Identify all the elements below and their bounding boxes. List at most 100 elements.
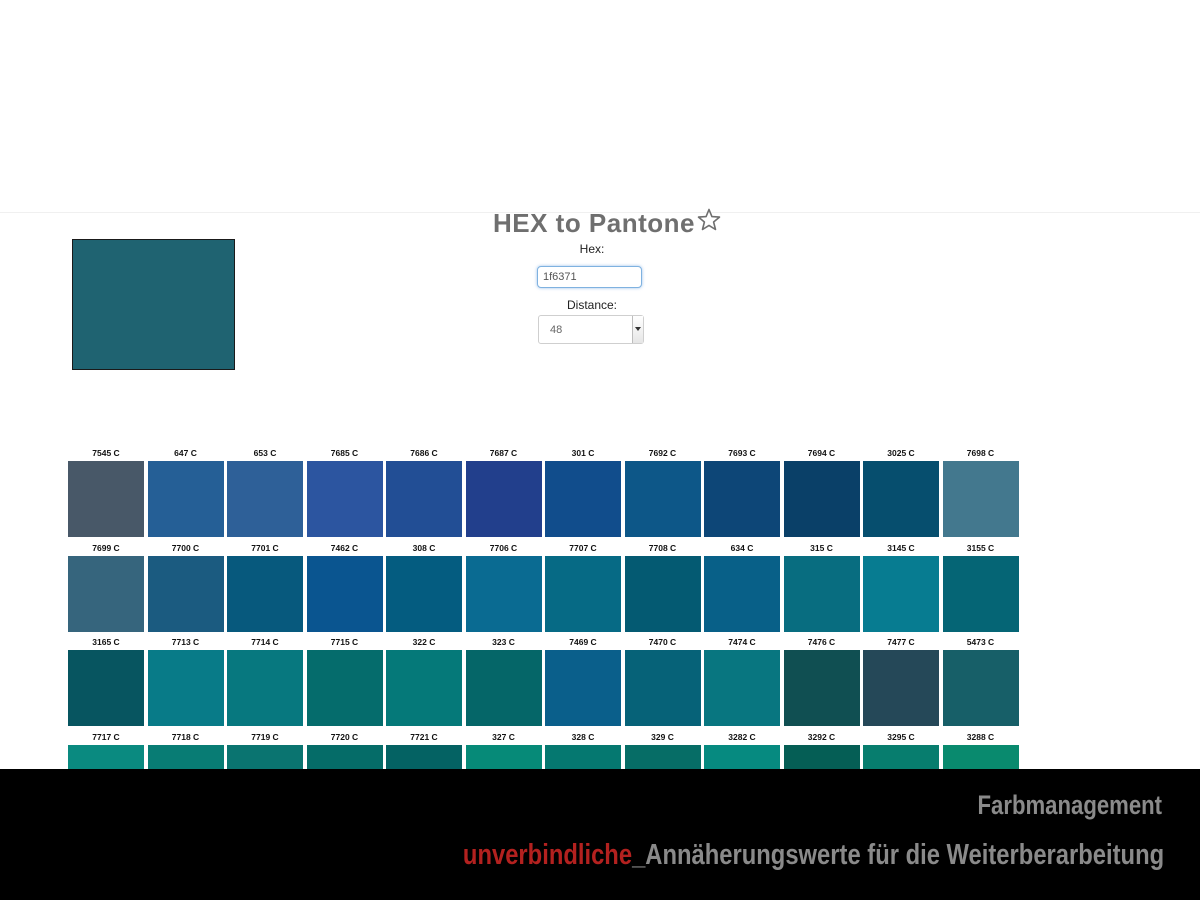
swatch-cell[interactable]: 7687 C (465, 447, 546, 542)
swatch-color[interactable] (545, 555, 621, 632)
swatch-label: 7717 C (92, 731, 120, 742)
swatch-label: 7545 C (92, 448, 120, 458)
distance-select[interactable]: 48 (538, 315, 644, 344)
swatch-label: 7699 C (92, 542, 120, 553)
swatch-cell[interactable]: 3025 C (863, 447, 943, 542)
swatch-cell[interactable]: 7714 C (227, 636, 307, 731)
swatch-color[interactable] (68, 461, 144, 537)
swatch-cell[interactable]: 3165 C (68, 636, 148, 731)
swatch-label: 322 C (412, 637, 436, 647)
swatch-cell[interactable]: 7708 C (624, 542, 705, 637)
swatch-row: 7545 C 647 C 653 C 7685 C 7686 C 7687 C 301 C 7… (68, 447, 1028, 542)
swatch-cell[interactable]: 301 C (545, 447, 625, 542)
swatch-color[interactable] (227, 461, 303, 537)
swatch-label: 7714 C (251, 637, 279, 647)
swatch-cell[interactable]: 7476 C (783, 636, 864, 731)
swatch-color[interactable] (863, 461, 939, 537)
swatch-cell[interactable]: 3155 C (942, 542, 1023, 637)
swatch-color[interactable] (624, 461, 701, 537)
swatch-color[interactable] (386, 650, 462, 726)
swatch-label: 328 C (571, 731, 595, 742)
swatch-color[interactable] (783, 650, 860, 726)
swatch-color[interactable] (783, 461, 860, 537)
swatch-color[interactable] (624, 650, 701, 726)
swatch-cell[interactable]: 7699 C (68, 542, 148, 637)
swatch-cell[interactable]: 7545 C (68, 447, 148, 542)
swatch-color[interactable] (306, 650, 383, 726)
swatch-color[interactable] (545, 650, 621, 726)
caption-banner: Farbmanagement unverbindliche_Annäherung… (0, 769, 1200, 900)
swatch-cell[interactable]: 647 C (147, 447, 228, 542)
swatch-cell[interactable]: 7693 C (704, 447, 784, 542)
swatch-color[interactable] (147, 461, 224, 537)
swatch-color[interactable] (942, 461, 1019, 537)
swatch-color[interactable] (147, 555, 224, 632)
swatch-cell[interactable]: 7462 C (306, 542, 387, 637)
swatch-cell[interactable]: 7469 C (545, 636, 625, 731)
swatch-cell[interactable]: 634 C (704, 542, 784, 637)
distance-label: Distance: (566, 298, 618, 312)
swatch-cell[interactable]: 308 C (386, 542, 466, 637)
banner-subheading: unverbindliche_Annäherungswerte für die … (463, 839, 1164, 872)
swatch-color[interactable] (863, 650, 939, 726)
swatch-cell[interactable]: 7477 C (863, 636, 943, 731)
swatch-cell[interactable]: 5473 C (942, 636, 1023, 731)
swatch-color[interactable] (306, 555, 383, 632)
swatch-cell[interactable]: 322 C (386, 636, 466, 731)
swatch-label: 7718 C (171, 731, 200, 742)
swatch-color[interactable] (545, 461, 621, 537)
swatch-color[interactable] (465, 650, 542, 726)
swatch-cell[interactable]: 7715 C (306, 636, 387, 731)
swatch-cell[interactable]: 7686 C (386, 447, 466, 542)
swatch-label: 653 C (253, 448, 277, 458)
swatch-cell[interactable]: 7470 C (624, 636, 705, 731)
swatch-cell[interactable]: 7698 C (942, 447, 1023, 542)
swatch-color[interactable] (465, 461, 542, 537)
swatch-cell[interactable]: 7713 C (147, 636, 228, 731)
swatch-color[interactable] (386, 461, 462, 537)
swatch-color[interactable] (624, 555, 701, 632)
swatch-label: 7706 C (489, 542, 518, 553)
swatch-cell[interactable]: 7706 C (465, 542, 546, 637)
swatch-cell[interactable]: 7694 C (783, 447, 864, 542)
swatch-color[interactable] (147, 650, 224, 726)
swatch-cell[interactable]: 7474 C (704, 636, 784, 731)
swatch-color[interactable] (704, 461, 780, 537)
swatch-color[interactable] (863, 555, 939, 632)
swatch-color[interactable] (704, 650, 780, 726)
swatch-color[interactable] (783, 555, 860, 632)
swatch-color[interactable] (68, 650, 144, 726)
hex-input[interactable] (537, 266, 642, 288)
swatch-cell[interactable]: 323 C (465, 636, 546, 731)
swatch-cell[interactable]: 7707 C (545, 542, 625, 637)
swatch-label: 7700 C (171, 542, 200, 553)
swatch-label: 327 C (492, 731, 515, 742)
swatch-color[interactable] (942, 650, 1019, 726)
swatch-cell[interactable]: 7701 C (227, 542, 307, 637)
star-icon[interactable] (697, 208, 721, 232)
swatch-cell[interactable]: 7700 C (147, 542, 228, 637)
swatch-label: 7474 C (728, 637, 756, 647)
swatch-row: 7699 C 7700 C 7701 C 7462 C 308 C 7706 C 7707 … (68, 542, 1028, 637)
page-title: HEX to Pantone (0, 208, 1200, 239)
chevron-down-icon[interactable] (632, 316, 643, 343)
swatch-label: 329 C (651, 731, 674, 742)
swatch-cell[interactable]: 7692 C (624, 447, 705, 542)
swatch-color[interactable] (306, 461, 383, 537)
swatch-color[interactable] (704, 555, 780, 632)
swatch-color[interactable] (227, 650, 303, 726)
swatch-cell[interactable]: 315 C (783, 542, 864, 637)
banner-heading: Farbmanagement (977, 790, 1162, 820)
swatch-cell[interactable]: 3145 C (863, 542, 943, 637)
swatch-label: 7686 C (410, 448, 438, 458)
swatch-color[interactable] (68, 555, 144, 632)
banner-accent-text: unverbindliche (462, 839, 632, 871)
swatch-color[interactable] (386, 555, 462, 632)
swatch-cell[interactable]: 653 C (227, 447, 307, 542)
swatch-color[interactable] (942, 555, 1019, 632)
swatch-cell[interactable]: 7685 C (306, 447, 387, 542)
swatch-color[interactable] (227, 555, 303, 632)
swatch-color[interactable] (465, 555, 542, 632)
hex-label: Hex: (579, 242, 605, 256)
